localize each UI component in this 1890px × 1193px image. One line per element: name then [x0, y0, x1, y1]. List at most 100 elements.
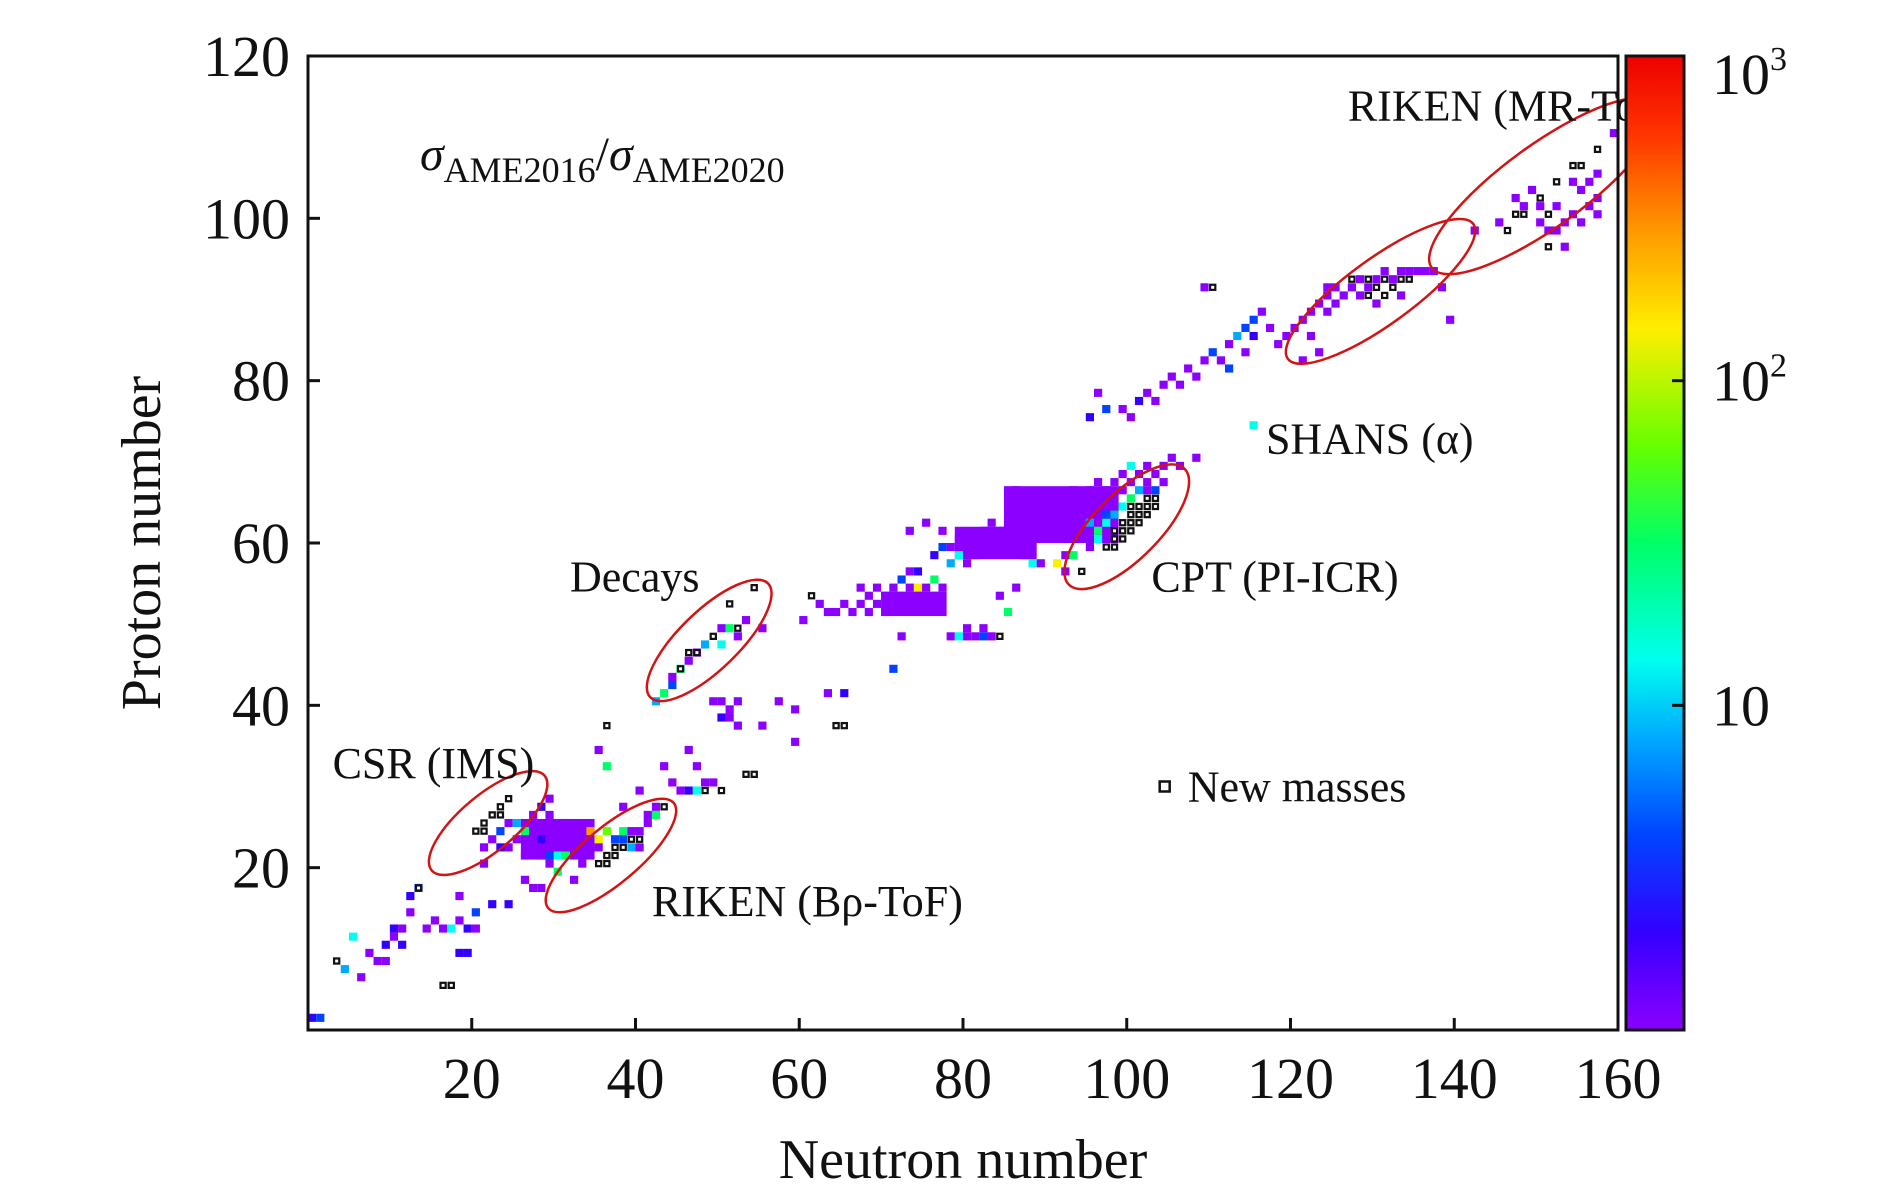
- highlight-ellipse: [1284, 217, 1477, 366]
- new-mass-marker: [1118, 519, 1127, 527]
- heatmap-cell: [1069, 551, 1078, 560]
- heatmap-cell: [1323, 307, 1332, 316]
- heatmap-cell: [471, 924, 480, 933]
- heatmap-cell: [1151, 396, 1160, 406]
- heatmap-cell: [1339, 291, 1348, 300]
- x-tick-label: 60: [770, 1046, 828, 1111]
- heatmap-cell: [1446, 315, 1455, 324]
- new-mass-marker: [1389, 283, 1397, 291]
- heatmap-cell: [1151, 469, 1160, 479]
- heatmap-cell: [537, 802, 546, 811]
- heatmap-cell: [545, 851, 554, 860]
- heatmap-cell: [1331, 283, 1340, 292]
- new-mass-marker: [1552, 178, 1561, 186]
- heatmap-cell: [815, 599, 824, 608]
- new-mass-marker: [594, 859, 603, 868]
- highlight-ellipse: [427, 769, 549, 877]
- heatmap-cell: [1012, 486, 1021, 495]
- heatmap-cell: [1585, 202, 1594, 211]
- new-mass-marker: [742, 770, 750, 778]
- new-mass-marker: [1118, 527, 1127, 535]
- heatmap-cell: [963, 624, 972, 633]
- heatmap-cell: [725, 705, 734, 714]
- heatmap-cell: [1159, 478, 1168, 487]
- heatmap-cell: [692, 786, 701, 795]
- heatmap-cell: [619, 802, 628, 811]
- heatmap-cell: [979, 624, 988, 633]
- heatmap-cell: [1192, 453, 1201, 462]
- heatmap-cell: [570, 835, 579, 844]
- y-axis-title: Proton number: [111, 375, 173, 710]
- heatmap-cell: [553, 818, 562, 828]
- heatmap-cell: [1184, 364, 1193, 373]
- heatmap-cell: [1151, 486, 1160, 495]
- heatmap-cell: [1143, 461, 1152, 470]
- heatmap-cell: [1421, 267, 1430, 276]
- heatmap-cell: [512, 818, 521, 828]
- y-tick-label: 20: [232, 836, 290, 901]
- y-axis-ticks: 20 40 60 80 100 120: [203, 24, 320, 901]
- heatmap-cell: [840, 689, 849, 698]
- x-axis-ticks: 20 40 60 80 100 120 140 160: [443, 1018, 1662, 1111]
- heatmap-cell: [1356, 291, 1365, 300]
- heatmap-cell: [668, 778, 677, 787]
- new-mass-marker: [840, 721, 848, 730]
- heatmap-cell: [348, 932, 358, 941]
- heatmap-cell: [872, 599, 882, 608]
- heatmap-cell: [1200, 356, 1209, 365]
- heatmap-cell: [1552, 226, 1561, 235]
- heatmap-cell: [1552, 202, 1561, 211]
- heatmap-cell: [1028, 510, 1037, 519]
- heatmap-cell: [1118, 469, 1127, 479]
- heatmap-cell: [701, 778, 710, 787]
- annotation-label: SHANS (α): [1266, 414, 1474, 463]
- heatmap-cell: [520, 851, 530, 860]
- heatmap-cell: [447, 924, 456, 933]
- heatmap-cell: [316, 1013, 325, 1022]
- heatmap-cell: [1143, 388, 1152, 397]
- heatmap-cell: [488, 835, 497, 844]
- new-mass-marker: [1348, 275, 1356, 283]
- heatmap-cell: [1094, 478, 1103, 487]
- heatmap-cell: [881, 591, 890, 600]
- new-mass-marker: [603, 721, 611, 730]
- heatmap-cell: [905, 599, 914, 608]
- heatmap-cell: [553, 851, 562, 860]
- heatmap-cell: [1012, 583, 1021, 592]
- new-mass-marker: [1397, 275, 1405, 283]
- heatmap-cell: [823, 689, 832, 698]
- heatmap-cell: [1053, 518, 1062, 527]
- heatmap-cell: [1298, 356, 1307, 365]
- heatmap-cell: [1003, 534, 1013, 543]
- heatmap-cell: [1225, 364, 1234, 373]
- heatmap-cell: [578, 843, 587, 852]
- heatmap-cell: [1560, 242, 1569, 251]
- heatmap-cell: [479, 859, 489, 868]
- heatmap-cell: [660, 762, 669, 771]
- new-mass-marker: [807, 592, 816, 600]
- heatmap-cell: [1511, 193, 1520, 203]
- plot-area: 20 40 60 80 100 120 140 160 20 40 60 80 100 120: [203, 24, 1662, 1111]
- heatmap-cell: [709, 697, 718, 706]
- heatmap-cell: [504, 900, 513, 909]
- heatmap-cell: [1593, 169, 1602, 178]
- heatmap-cell: [971, 534, 980, 543]
- heatmap-cell: [1110, 478, 1119, 487]
- new-mass-marker: [504, 795, 513, 803]
- heatmap-cell: [537, 818, 546, 828]
- heatmap-cell: [684, 745, 693, 755]
- new-mass-marker: [1127, 510, 1135, 519]
- heatmap-cell: [1094, 388, 1103, 397]
- heatmap-cell: [840, 599, 849, 608]
- new-mass-marker: [1127, 527, 1135, 535]
- heatmap-cell: [1134, 396, 1144, 406]
- heatmap-cell: [758, 721, 767, 730]
- heatmap-cell: [1020, 518, 1029, 527]
- heatmap-cell: [1609, 129, 1618, 138]
- heatmap-cell: [553, 835, 562, 844]
- heatmap-cell: [938, 583, 947, 592]
- heatmap-cell: [570, 827, 579, 836]
- heatmap-cell: [1249, 315, 1258, 324]
- heatmap-cell: [897, 599, 906, 608]
- colorbar-tick-label: 10: [1712, 673, 1770, 738]
